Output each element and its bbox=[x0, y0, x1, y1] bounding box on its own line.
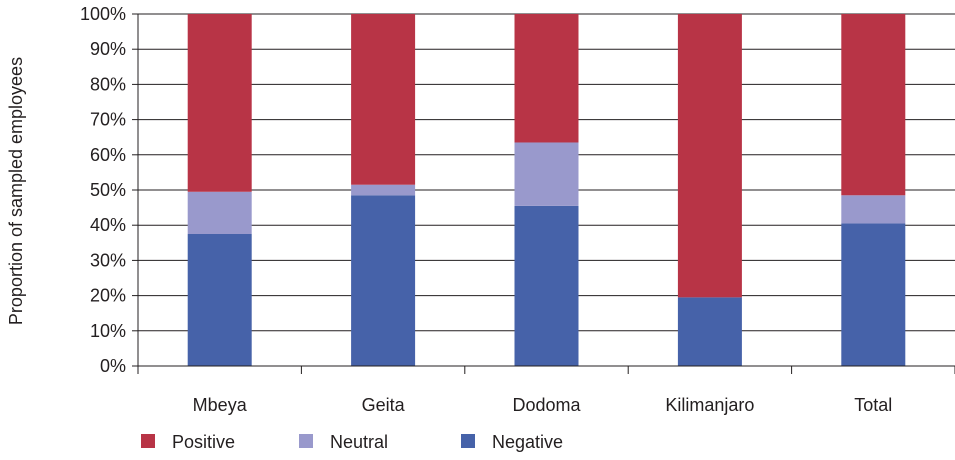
bar-segment-positive bbox=[841, 14, 906, 196]
y-tick-label: 50% bbox=[90, 180, 126, 200]
bar-segment-negative bbox=[514, 205, 579, 366]
y-tick-label: 60% bbox=[90, 145, 126, 165]
x-tick-label: Kilimanjaro bbox=[665, 395, 754, 415]
bar-segment-neutral bbox=[187, 191, 252, 234]
x-tick-label: Mbeya bbox=[193, 395, 248, 415]
bar-segment-negative bbox=[841, 223, 906, 366]
y-tick-label: 100% bbox=[80, 4, 126, 24]
x-tick-label: Geita bbox=[362, 395, 406, 415]
bar-segment-negative bbox=[187, 234, 252, 366]
bars bbox=[187, 14, 906, 366]
x-tick-labels: Mbeya Geita Dodoma Kilimanjaro Total bbox=[193, 395, 893, 415]
x-tick-label: Total bbox=[854, 395, 892, 415]
bar-segment-neutral bbox=[514, 142, 579, 206]
legend-label-neutral: Neutral bbox=[330, 432, 388, 452]
y-tick-label: 40% bbox=[90, 215, 126, 235]
y-tick-label: 80% bbox=[90, 74, 126, 94]
legend-swatch-neutral bbox=[299, 434, 313, 448]
legend-label-negative: Negative bbox=[492, 432, 563, 452]
bar-segment-neutral bbox=[841, 195, 906, 224]
bar-segment-neutral bbox=[351, 184, 416, 196]
bar-segment-positive bbox=[514, 14, 579, 143]
legend: Positive Neutral Negative bbox=[141, 432, 563, 452]
legend-label-positive: Positive bbox=[172, 432, 235, 452]
legend-swatch-negative bbox=[461, 434, 475, 448]
legend-swatch-positive bbox=[141, 434, 155, 448]
bar-segment-negative bbox=[677, 297, 742, 366]
y-tick-label: 0% bbox=[100, 356, 126, 376]
x-tick-label: Dodoma bbox=[512, 395, 581, 415]
bar-segment-positive bbox=[351, 14, 416, 185]
bar-segment-positive bbox=[187, 14, 252, 192]
y-tick-labels: 0% 10% 20% 30% 40% 50% 60% 70% 80% 90% 100% bbox=[80, 4, 126, 376]
y-axis-label: Proportion of sampled employees bbox=[6, 57, 26, 325]
bar-segment-negative bbox=[351, 195, 416, 366]
y-tick-label: 20% bbox=[90, 286, 126, 306]
axes bbox=[132, 13, 955, 374]
bar-segment-positive bbox=[677, 14, 742, 298]
y-tick-label: 10% bbox=[90, 321, 126, 341]
y-tick-label: 70% bbox=[90, 110, 126, 130]
y-tick-label: 30% bbox=[90, 250, 126, 270]
y-tick-label: 90% bbox=[90, 39, 126, 59]
